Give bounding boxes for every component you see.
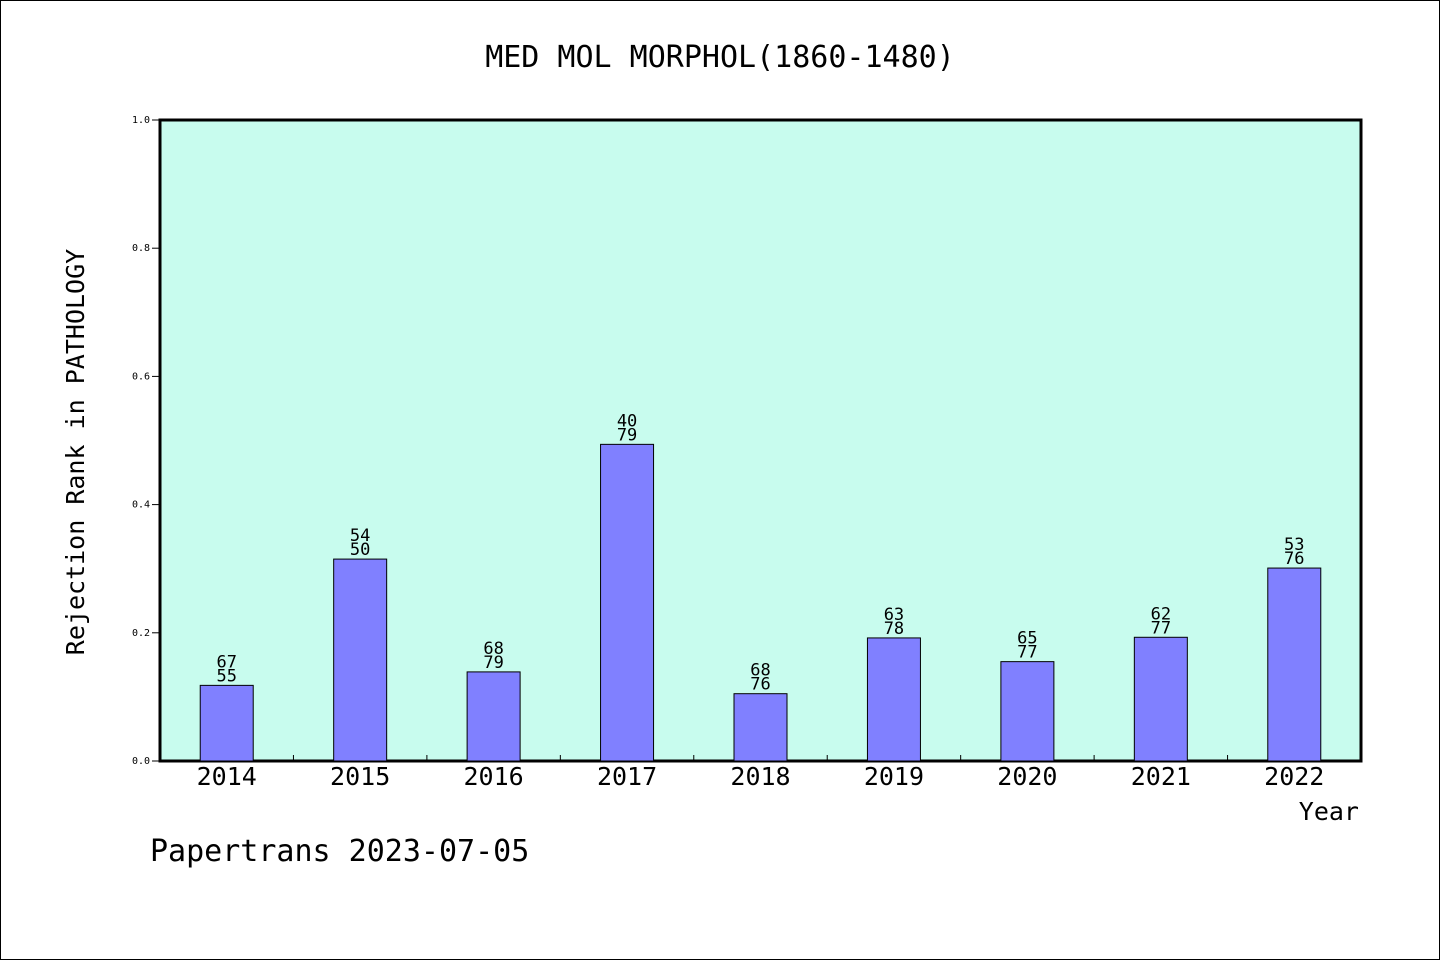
bar-label-bottom: 78 — [884, 619, 904, 639]
y-tick-label: 0.8 — [132, 243, 150, 254]
x-tick-label: 2017 — [597, 762, 657, 791]
x-tick-label: 2015 — [330, 762, 390, 791]
bar-2015 — [333, 558, 388, 762]
x-tick-label: 2019 — [864, 762, 924, 791]
y-tick-label: 0.2 — [132, 628, 150, 639]
y-axis-label: Rejection Rank in PATHOLOGY — [61, 249, 90, 655]
bar-label-top: 68 — [750, 661, 770, 681]
x-tick-label: 2018 — [730, 762, 790, 791]
bar-label-bottom: 77 — [1151, 618, 1171, 638]
chart-title: MED MOL MORPHOL(1860-1480) — [485, 40, 955, 75]
x-tick-label: 2016 — [464, 762, 524, 791]
x-tick-label: 2021 — [1131, 762, 1191, 791]
y-tick-label: 1.0 — [132, 115, 150, 126]
bar-label-bottom: 79 — [483, 653, 503, 673]
bar-label-bottom: 79 — [617, 425, 637, 445]
bar-label-bottom: 76 — [750, 675, 770, 695]
bar-2016 — [466, 671, 521, 762]
x-tick-label: 2020 — [997, 762, 1057, 791]
x-tick-label: 2022 — [1264, 762, 1324, 791]
bar-label-top: 40 — [617, 411, 637, 431]
bar-label-top: 65 — [1017, 629, 1037, 649]
bar-label-bottom: 76 — [1284, 549, 1304, 569]
y-axis: 0.0 0.2 0.4 0.6 0.8 1.0 — [132, 115, 160, 767]
bar-label-top: 67 — [216, 652, 236, 672]
bar-label-top: 68 — [483, 639, 503, 659]
bar-2022 — [1267, 567, 1322, 762]
x-tick-label: 2014 — [197, 762, 257, 791]
bar-2017 — [600, 443, 655, 762]
x-axis-label: Year — [1299, 797, 1359, 826]
y-tick-label: 0.6 — [132, 371, 150, 382]
bar-label-bottom: 77 — [1017, 643, 1037, 663]
bar-label-bottom: 55 — [216, 666, 236, 686]
bar-2018 — [733, 693, 788, 762]
footer-text: Papertrans 2023-07-05 — [150, 834, 530, 869]
bar-label-top: 53 — [1284, 535, 1304, 555]
bar-label-top: 62 — [1151, 604, 1171, 624]
x-axis: 2014 2015 2016 2017 2018 2019 2020 2021 2022 — [197, 755, 1324, 791]
bar-2014 — [199, 684, 254, 762]
y-tick-label: 0.4 — [132, 500, 150, 511]
bar-2019 — [866, 637, 921, 762]
bar-label-bottom: 50 — [350, 540, 370, 560]
bar-2021 — [1133, 636, 1188, 762]
y-tick-label: 0.0 — [132, 756, 150, 767]
bar-label-top: 63 — [884, 605, 904, 625]
bar-2020 — [1000, 661, 1055, 762]
bar-label-top: 54 — [350, 526, 370, 546]
